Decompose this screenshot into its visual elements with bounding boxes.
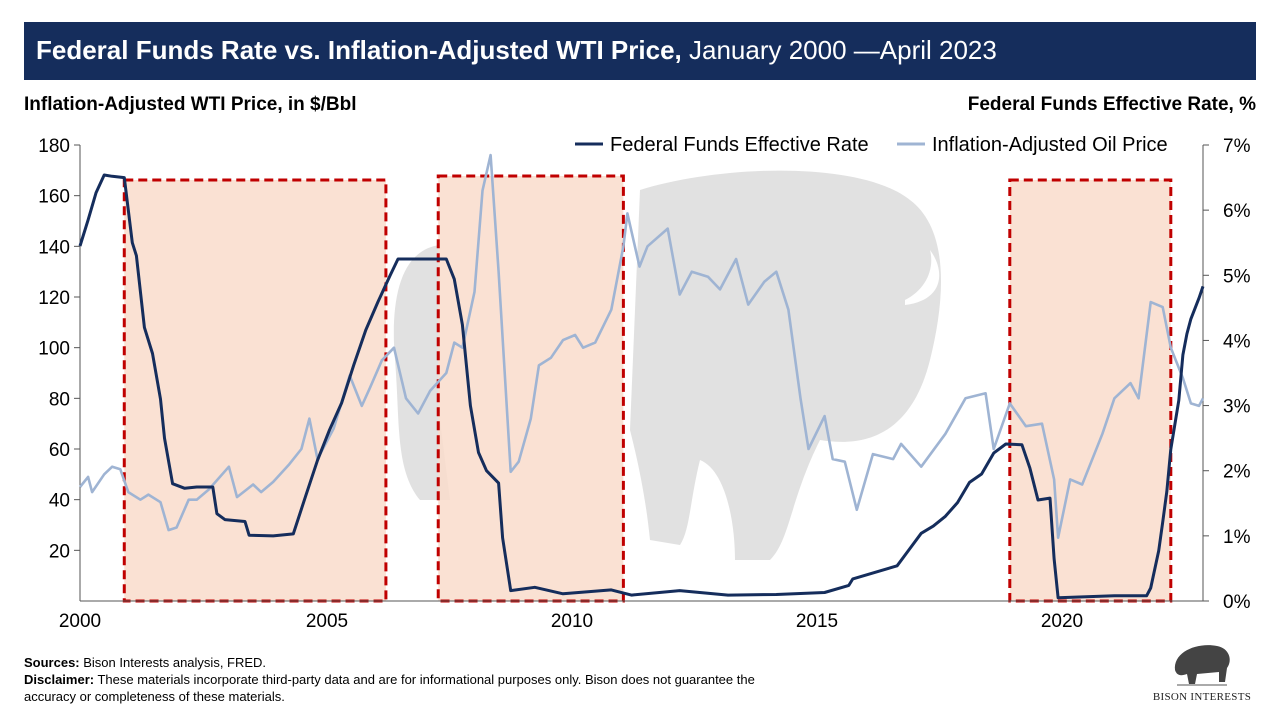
federal-funds-effective-rate-line — [78, 173, 1205, 600]
right-tick-label: 0% — [1223, 592, 1251, 613]
left-tick-label: 60 — [49, 440, 70, 461]
highlight-period — [1008, 178, 1173, 603]
right-tick-label: 7% — [1223, 136, 1251, 157]
left-tick-label: 120 — [38, 288, 70, 309]
sources-line: Sources: Bison Interests analysis, FRED. — [24, 654, 784, 671]
left-tick-label: 180 — [38, 136, 70, 157]
left-tick-label: 40 — [49, 491, 70, 512]
footnote: Sources: Bison Interests analysis, FRED.… — [24, 654, 784, 705]
x-tick-label: 2015 — [796, 611, 838, 632]
sources-label: Sources: — [24, 655, 80, 670]
right-tick-label: 5% — [1223, 266, 1251, 287]
left-tick-label: 160 — [38, 187, 70, 208]
x-tick-label: 2020 — [1041, 611, 1083, 632]
disclaimer-line: Disclaimer: These materials incorporate … — [24, 671, 784, 705]
legend-label: Federal Funds Effective Rate — [610, 134, 869, 156]
right-tick-label: 4% — [1223, 331, 1251, 352]
bison-icon — [1174, 645, 1230, 686]
right-tick-label: 2% — [1223, 462, 1251, 483]
bison-watermark-icon — [393, 170, 942, 561]
highlight-period — [436, 174, 625, 603]
left-tick-label: 140 — [38, 237, 70, 258]
left-tick-label: 20 — [49, 541, 70, 562]
x-tick-label: 2005 — [306, 611, 348, 632]
right-tick-label: 6% — [1223, 201, 1251, 222]
sources-text: Bison Interests analysis, FRED. — [79, 655, 267, 670]
bison-interests-logo: BISON INTERESTS — [1142, 640, 1262, 703]
chart-title: Federal Funds Rate vs. Inflation-Adjuste… — [24, 22, 1256, 80]
x-tick-label: 2010 — [551, 611, 593, 632]
left-tick-label: 80 — [49, 389, 70, 410]
disclaimer-label: Disclaimer: — [24, 672, 95, 687]
logo-text: BISON INTERESTS — [1152, 691, 1252, 703]
title-date-range: January 2000 —April 2023 — [681, 35, 997, 65]
title-bold: Federal Funds Rate vs. Inflation-Adjuste… — [36, 35, 682, 65]
left-tick-label: 100 — [38, 339, 70, 360]
disclaimer-text: These materials incorporate third-party … — [24, 672, 755, 704]
inflation-adjusted-oil-price-line — [78, 153, 1205, 539]
legend-label: Inflation-Adjusted Oil Price — [932, 134, 1168, 156]
right-axis-title: Federal Funds Effective Rate, % — [967, 94, 1256, 115]
x-tick-label: 2000 — [59, 611, 101, 632]
right-tick-label: 3% — [1223, 397, 1251, 418]
right-tick-label: 1% — [1223, 527, 1251, 548]
left-axis-title: Inflation-Adjusted WTI Price, in $/Bbl — [24, 94, 357, 115]
